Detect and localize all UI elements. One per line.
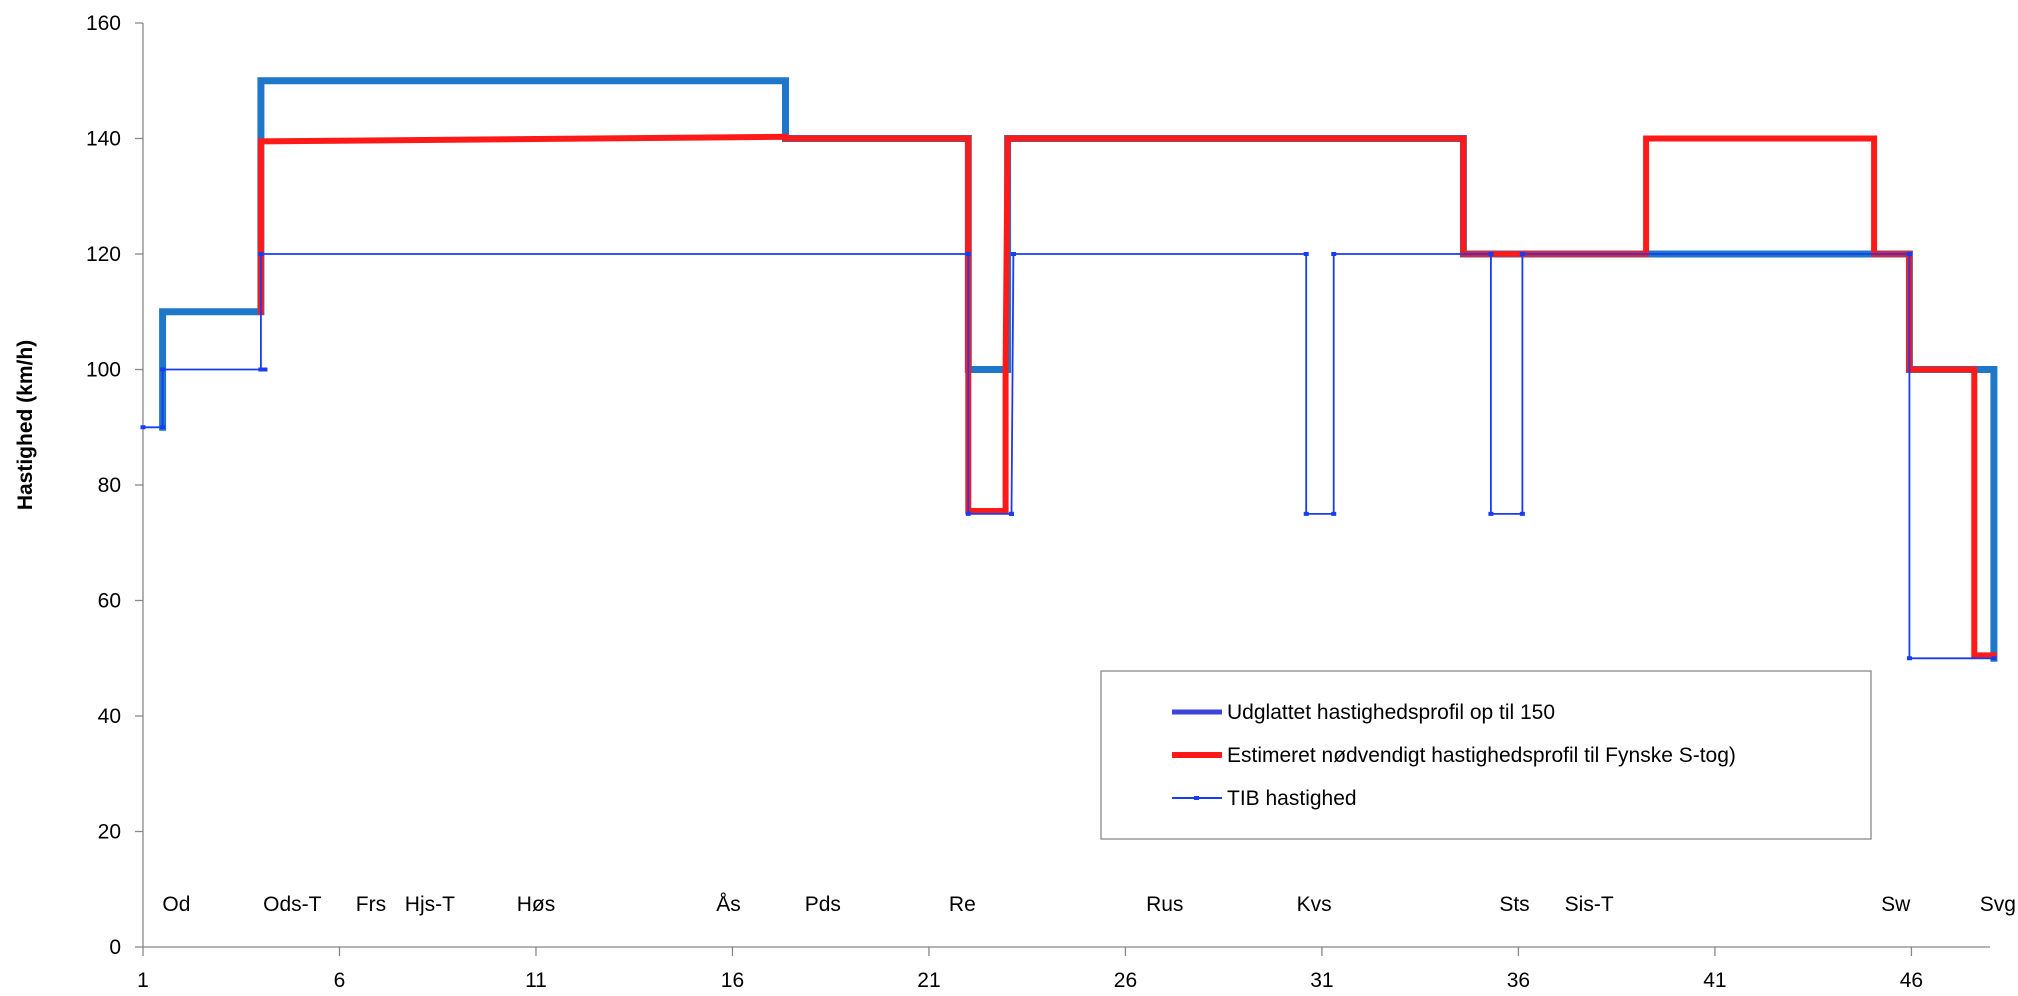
station-labels: Od Ods-T Frs Hjs-T Høs Ås Pds Re Rus Kvs Sts Sis-T S… [162, 893, 2016, 916]
y-tick-label: 60 [98, 590, 121, 613]
station-label: Re [949, 893, 976, 916]
station-label: Od [162, 893, 190, 916]
y-tick-label: 80 [98, 474, 121, 497]
legend: Udglattet hastighedsprofil op til 150 Es… [1100, 670, 1872, 840]
y-axis-label: Hastighed (km/h) [14, 340, 37, 510]
tib-speed-point [1303, 511, 1309, 516]
tib-speed-point [160, 425, 166, 430]
legend-label-tib-speed: TIB hastighed [1227, 787, 1357, 810]
y-tick-label: 100 [86, 359, 121, 382]
tib-speed-point [965, 511, 971, 516]
x-tick-label: 6 [334, 969, 346, 992]
tib-speed-point [1303, 252, 1309, 256]
station-label: Høs [517, 893, 556, 916]
tib-speed-point [1906, 252, 1912, 256]
station-label: Sts [1499, 893, 1529, 916]
legend-marker-tib-speed [1194, 796, 1199, 800]
station-label: Sw [1881, 893, 1911, 916]
y-ticks: 0 20 40 60 80 100 120 140 160 [86, 12, 143, 959]
y-tick-label: 140 [86, 128, 121, 151]
station-label: Ås [716, 893, 741, 916]
legend-label-estimated-profile: Estimeret nødvendigt hastighedsprofil ti… [1227, 744, 1736, 767]
station-label: Ods-T [263, 893, 322, 916]
x-tick-label: 31 [1310, 969, 1333, 992]
tib-speed-point [258, 367, 264, 372]
tib-speed-point [1488, 511, 1494, 516]
tib-speed-point [160, 367, 166, 372]
x-tick-label: 21 [917, 969, 940, 992]
legend-label-smoothed-profile: Udglattet hastighedsprofil op til 150 [1227, 701, 1555, 724]
x-tick-label: 16 [721, 969, 744, 992]
station-label: Rus [1146, 893, 1183, 916]
x-ticks: 1 6 11 16 21 26 31 36 41 46 [137, 947, 1923, 992]
tib-speed-point [262, 367, 268, 372]
station-label: Frs [356, 893, 386, 916]
tib-speed-point [1488, 252, 1494, 256]
series-line-smoothed-profile [159, 77, 1998, 662]
series-line-tib-speed [142, 253, 1995, 660]
tib-speed-point [1331, 511, 1337, 516]
series-line-estimated-profile [257, 133, 1997, 659]
y-tick-label: 120 [86, 243, 121, 266]
station-label: Kvs [1297, 893, 1332, 916]
x-tick-label: 46 [1900, 969, 1923, 992]
station-label: Pds [805, 893, 841, 916]
tib-speed-point [1010, 252, 1016, 256]
x-tick-label: 26 [1114, 969, 1137, 992]
legend-box [1100, 670, 1872, 840]
station-label: Svg [1980, 893, 2016, 916]
y-tick-label: 20 [98, 821, 121, 844]
tib-speed-point [965, 252, 971, 256]
x-tick-label: 1 [137, 969, 149, 992]
tib-speed-point [1331, 252, 1337, 256]
tib-speed-point [1519, 511, 1525, 516]
tib-speed-point [258, 252, 264, 256]
tib-speed-point [1008, 511, 1014, 516]
x-tick-label: 36 [1507, 969, 1530, 992]
x-tick-label: 11 [525, 969, 547, 992]
tib-speed-point [1991, 656, 1997, 661]
y-tick-label: 160 [86, 12, 121, 35]
tib-speed-point [1906, 656, 1912, 661]
series-layer [140, 77, 1998, 662]
y-tick-label: 0 [109, 936, 121, 959]
station-label: Sis-T [1565, 893, 1614, 916]
x-tick-label: 41 [1703, 969, 1726, 992]
y-tick-label: 40 [98, 705, 121, 728]
station-label: Hjs-T [405, 893, 455, 916]
tib-speed-point [140, 425, 146, 430]
tib-speed-point [1519, 252, 1525, 256]
